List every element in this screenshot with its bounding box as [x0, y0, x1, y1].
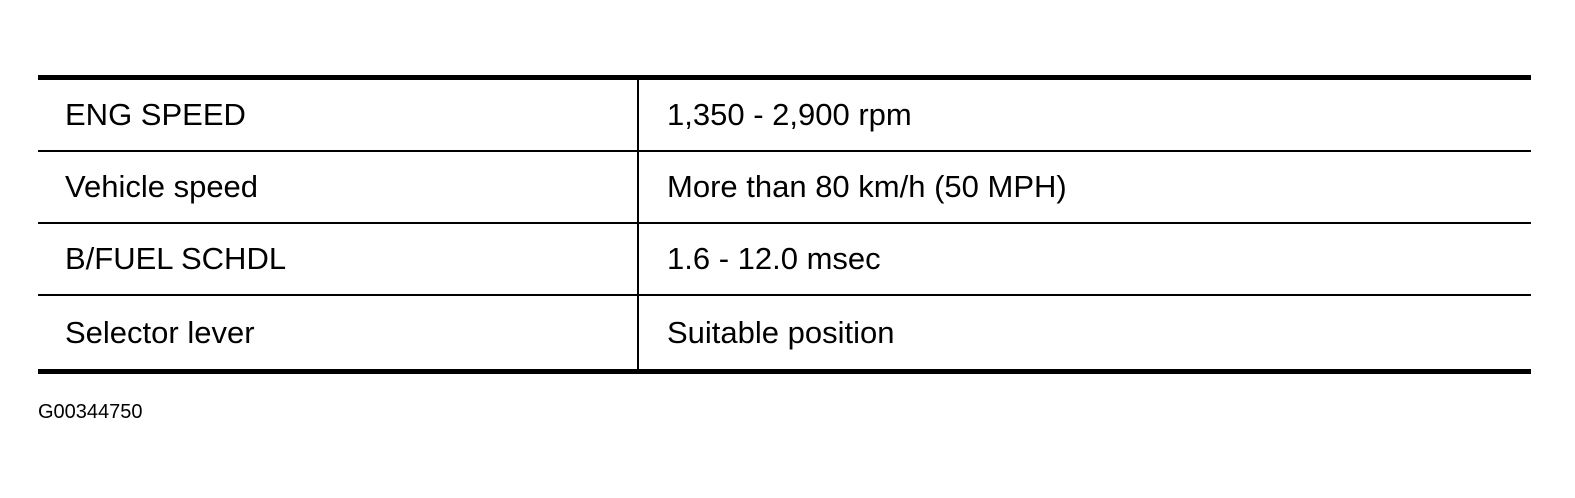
item-cell: Selector lever — [38, 296, 639, 369]
figure-id: G00344750 — [38, 401, 143, 423]
table-row: B/FUEL SCHDL 1.6 - 12.0 msec — [38, 224, 1531, 296]
item-cell: B/FUEL SCHDL — [38, 224, 639, 294]
item-cell: ENG SPEED — [38, 80, 639, 150]
table-row: ENG SPEED 1,350 - 2,900 rpm — [38, 80, 1531, 152]
condition-cell: 1,350 - 2,900 rpm — [667, 97, 912, 132]
table-row: Selector lever Suitable position — [38, 296, 1531, 369]
table-row: Vehicle speed More than 80 km/h (50 MPH) — [38, 152, 1531, 224]
item-cell: Vehicle speed — [38, 152, 639, 222]
condition-cell: More than 80 km/h (50 MPH) — [667, 169, 1067, 204]
condition-cell: 1.6 - 12.0 msec — [667, 241, 881, 276]
conditions-table: ENG SPEED 1,350 - 2,900 rpm Vehicle spee… — [38, 75, 1531, 374]
condition-cell: Suitable position — [667, 314, 895, 350]
